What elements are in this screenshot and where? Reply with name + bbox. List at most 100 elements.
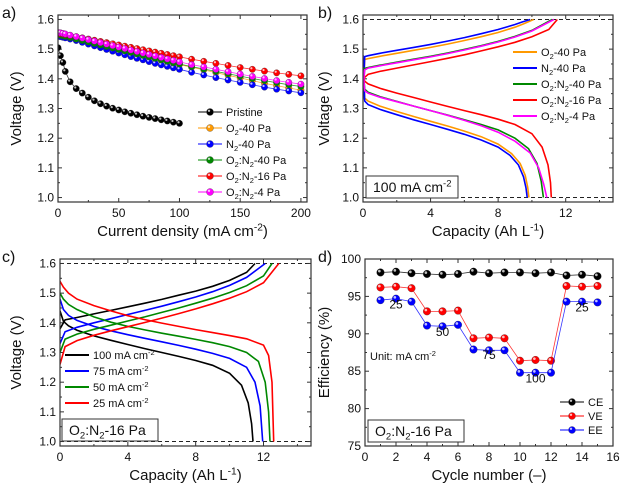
y-tick-label: 75 [348,439,362,453]
data-point [438,307,447,316]
point-highlight [378,269,381,273]
point-highlight [569,413,573,416]
point-highlight [98,101,101,104]
data-point [376,268,385,277]
point-highlight [60,60,64,63]
point-highlight [225,77,229,81]
point-highlight [147,52,150,55]
data-point [531,269,540,278]
data-point [200,63,208,71]
point-highlight [569,399,573,402]
y-tick-label: 1.4 [342,72,359,86]
series-ee [376,294,602,377]
x-tick-label: 150 [230,206,250,220]
legend-label: O2​:N2​-16 Pa [226,171,287,185]
data-point [163,117,171,125]
point-highlight [134,46,138,49]
point-highlight [393,295,397,299]
data-point [212,65,220,73]
data-point [469,334,478,343]
data-point [562,271,571,280]
legend-item: O2​:N2​-4 Pa [198,187,281,201]
data-point [212,74,220,81]
data-point [297,80,305,88]
legend-item: 50 mA cm-2​ [65,380,149,394]
legend-label: VE [588,411,603,423]
point-highlight [564,283,567,286]
data-point [392,267,400,276]
point-highlight [298,81,302,85]
point-highlight [159,55,162,58]
data-point [200,57,208,65]
data-point [224,76,232,84]
current-density-label: 25 [575,300,589,314]
point-highlight [298,73,302,76]
point-highlight [177,121,180,124]
point-highlight [378,284,381,288]
data-point [285,71,293,78]
data-point [236,70,244,78]
data-point [261,67,268,75]
point-highlight [171,58,174,61]
current-density-label: 100 [525,371,545,385]
y-tick-label: 1.6 [37,12,54,26]
panel-c: c) 1.0 1.1 1.2 1.3 1.4 1.5 1.6 0 4 8 12 Capacity (Ah… [2,249,312,484]
legend-label: O2​:N2​-4 Pa [226,187,281,201]
point-highlight [579,284,583,287]
point-highlight [517,269,521,273]
y-tick-label: 1.1 [342,161,359,175]
point-highlight [171,65,174,68]
y-tick-label: 1.3 [342,102,359,116]
y-tick-label: 1.1 [39,405,56,419]
data-point [392,282,400,291]
legend-marker [568,426,576,434]
data-point [59,59,67,66]
x-tick-label: 2 [393,450,400,464]
point-highlight [86,94,89,98]
point-highlight [68,32,71,36]
data-point [500,334,509,343]
data-point [376,296,385,305]
data-point [593,298,602,307]
point-highlight [92,38,95,42]
legend-item: O2​-40 Pa [513,47,587,61]
data-point [485,269,493,278]
y-tick-label: 1.2 [39,375,56,389]
legend-label: EE [588,425,603,437]
point-highlight [213,75,217,78]
point-highlight [153,61,156,64]
data-point [127,109,135,117]
data-point [61,68,69,75]
point-highlight [128,111,132,114]
point-highlight [471,346,474,350]
discharge-curve [363,69,548,198]
data-point [438,270,447,279]
data-point [151,115,159,122]
x-tick-label: 50 [112,206,126,220]
data-point [176,119,183,127]
series-o-40-pa [363,18,534,198]
point-highlight [201,64,204,67]
data-point [469,345,478,354]
point-highlight [110,43,113,46]
x-axis-label: Capacity (Ah L-1​) [129,466,241,484]
data-point [66,31,74,39]
y-tick-label: 1.6 [39,256,56,270]
data-point [97,100,104,108]
data-point [485,333,493,342]
y-axis-label: Voltage (V) [316,71,333,145]
legend-marker [206,156,214,164]
charge-curve [363,18,555,88]
plot-area [58,29,305,127]
plot-frame [362,14,614,203]
y-tick-label: 1.5 [37,42,54,56]
y-tick-label: 1.0 [37,191,54,205]
point-highlight [177,54,180,57]
point-highlight [517,370,521,373]
y-tick-label: 1.0 [39,435,56,449]
point-highlight [250,82,253,85]
point-highlight [393,269,397,272]
data-point [500,346,509,355]
current-density-label: 50 [436,325,450,339]
point-highlight [440,308,443,312]
